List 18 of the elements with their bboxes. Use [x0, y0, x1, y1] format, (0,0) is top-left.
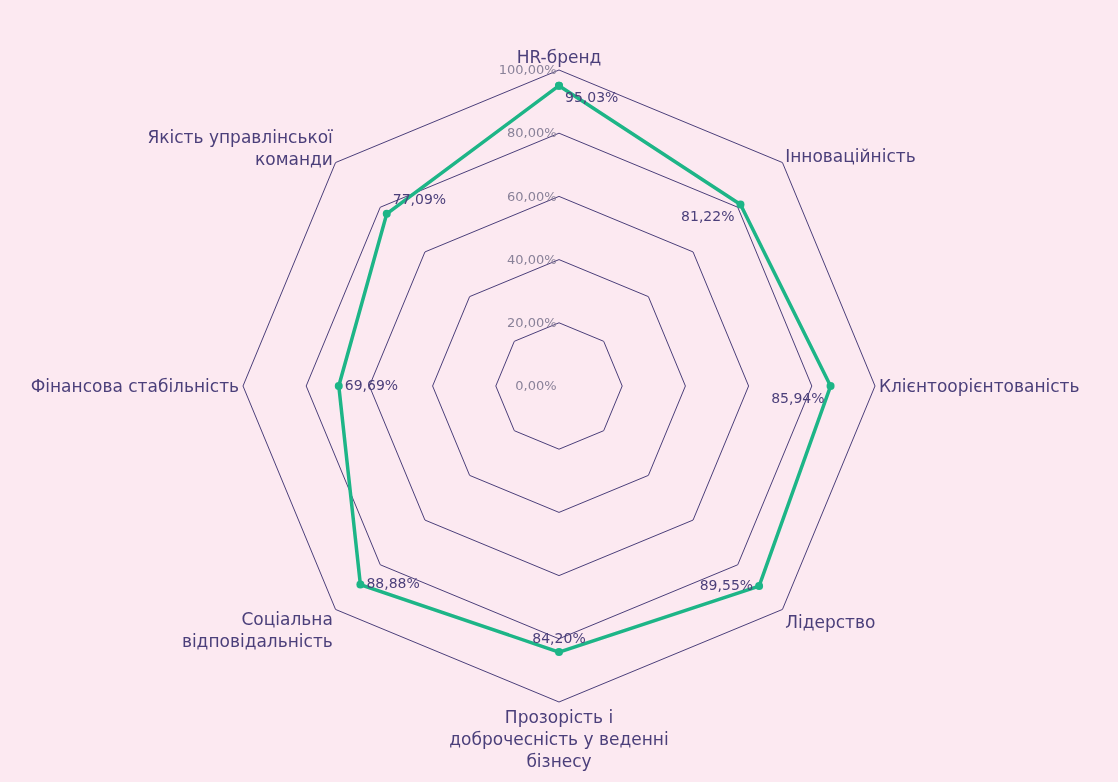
- spoke-label: Фінансова стабільність: [30, 375, 240, 396]
- spoke-label: Клієнтоорієнтованість: [878, 375, 1080, 396]
- y-tick-label: 80,00%: [506, 125, 557, 141]
- y-tick-label: 60,00%: [506, 188, 557, 204]
- data-label: 81,22%: [681, 208, 735, 225]
- spoke-label: Прозорість і доброчесність у веденні бізнесу: [449, 706, 669, 772]
- data-label: 84,20%: [532, 629, 586, 646]
- data-label: 89,55%: [699, 576, 754, 593]
- data-label: 85,94%: [771, 389, 825, 406]
- y-tick-label: 20,00%: [506, 315, 557, 331]
- data-label: 88,88%: [366, 575, 420, 592]
- spoke-label: Лідерство: [785, 612, 876, 633]
- spoke-label: Інноваційність: [785, 145, 916, 166]
- spoke-label: Якість управлінської команди: [147, 126, 334, 169]
- data-label: 69,69%: [344, 376, 399, 393]
- spoke-label: Соціальна відповідальність: [181, 609, 333, 652]
- y-tick-label: 40,00%: [506, 251, 557, 267]
- y-tick-label: 0,00%: [515, 378, 557, 394]
